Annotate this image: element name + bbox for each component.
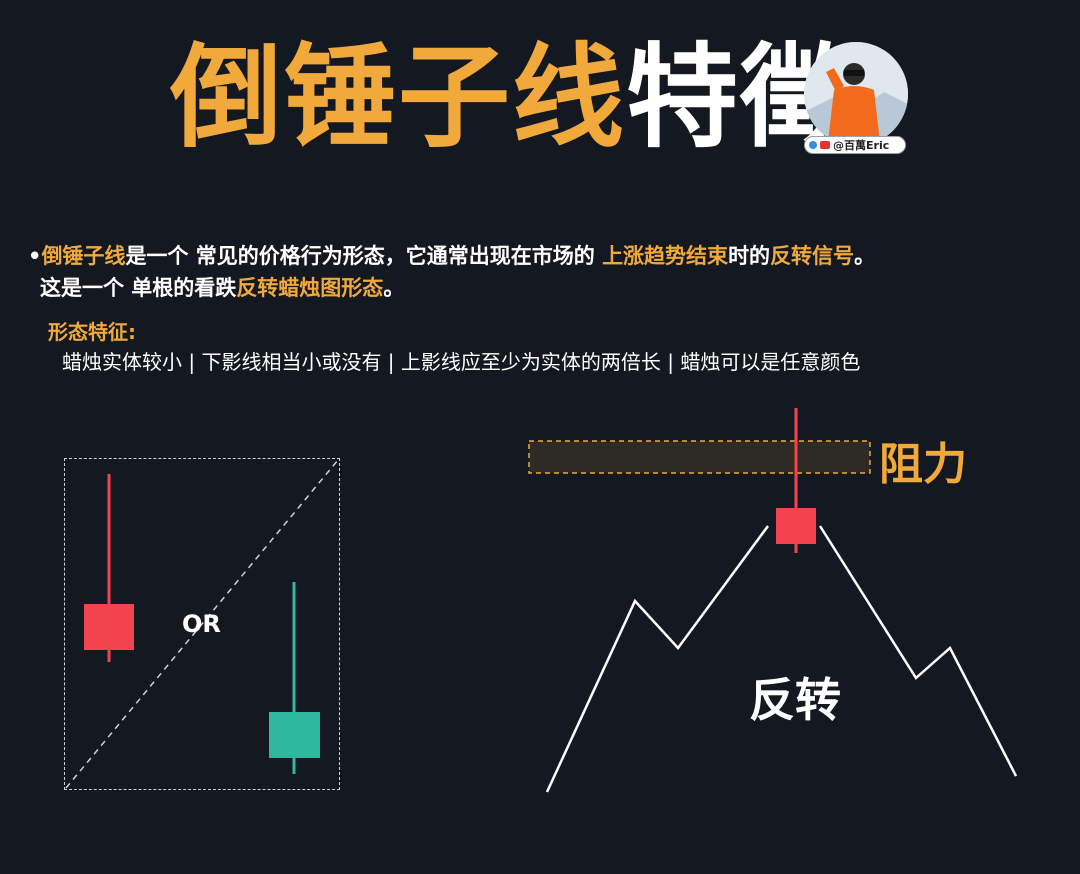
term-inverted-hammer: 倒锤子线 <box>41 244 126 268</box>
price-path-left <box>545 525 770 793</box>
reversal-label: 反转 <box>749 673 841 727</box>
description-line-1: •倒锤子线是一个 常见的价格行为形态，它通常出现在市场的 上涨趋势结束时的反转信… <box>28 240 1073 272</box>
resistance-zone <box>528 440 871 474</box>
red-candle-body <box>84 604 134 650</box>
diagonal-divider <box>65 459 339 789</box>
author-handle: @百萬Eric <box>833 139 890 152</box>
green-candle-body <box>269 712 320 758</box>
title-highlight: 倒锤子线 <box>170 33 626 163</box>
desc-text: 这是一个 单根的看跌 <box>40 276 237 300</box>
resistance-label: 阻力 <box>879 439 967 490</box>
features-list: 蜡烛实体较小 | 下影线相当小或没有 | 上影线应至少为实体的两倍长 | 蜡烛可… <box>62 350 861 374</box>
description-line-2: 这是一个 单根的看跌反转蜡烛图形态。 <box>28 272 1073 304</box>
desc-text: 。 <box>854 244 876 268</box>
desc-text: 时的 <box>728 244 771 268</box>
avatar <box>804 42 908 146</box>
desc-text: 。 <box>383 276 405 300</box>
term-candle-pattern: 反转蜡烛图形态 <box>236 276 384 300</box>
youtube-icon <box>820 141 830 149</box>
top-candle-body <box>776 508 816 544</box>
term-uptrend-end: 上涨趋势结束 <box>602 244 729 268</box>
or-label: OR <box>182 610 221 638</box>
features-title: 形态特征: <box>48 320 136 344</box>
candle-comparison-box <box>64 458 340 790</box>
desc-text: 是一个 常见的价格行为形态，它通常出现在市场的 <box>125 244 603 268</box>
term-reversal-signal: 反转信号 <box>770 244 855 268</box>
description: •倒锤子线是一个 常见的价格行为形态，它通常出现在市场的 上涨趋势结束时的反转信… <box>28 240 1073 304</box>
price-path-right <box>818 525 1018 777</box>
author-badge: @百萬Eric <box>804 136 906 154</box>
bullet: • <box>28 244 42 268</box>
twitter-icon <box>809 141 817 149</box>
